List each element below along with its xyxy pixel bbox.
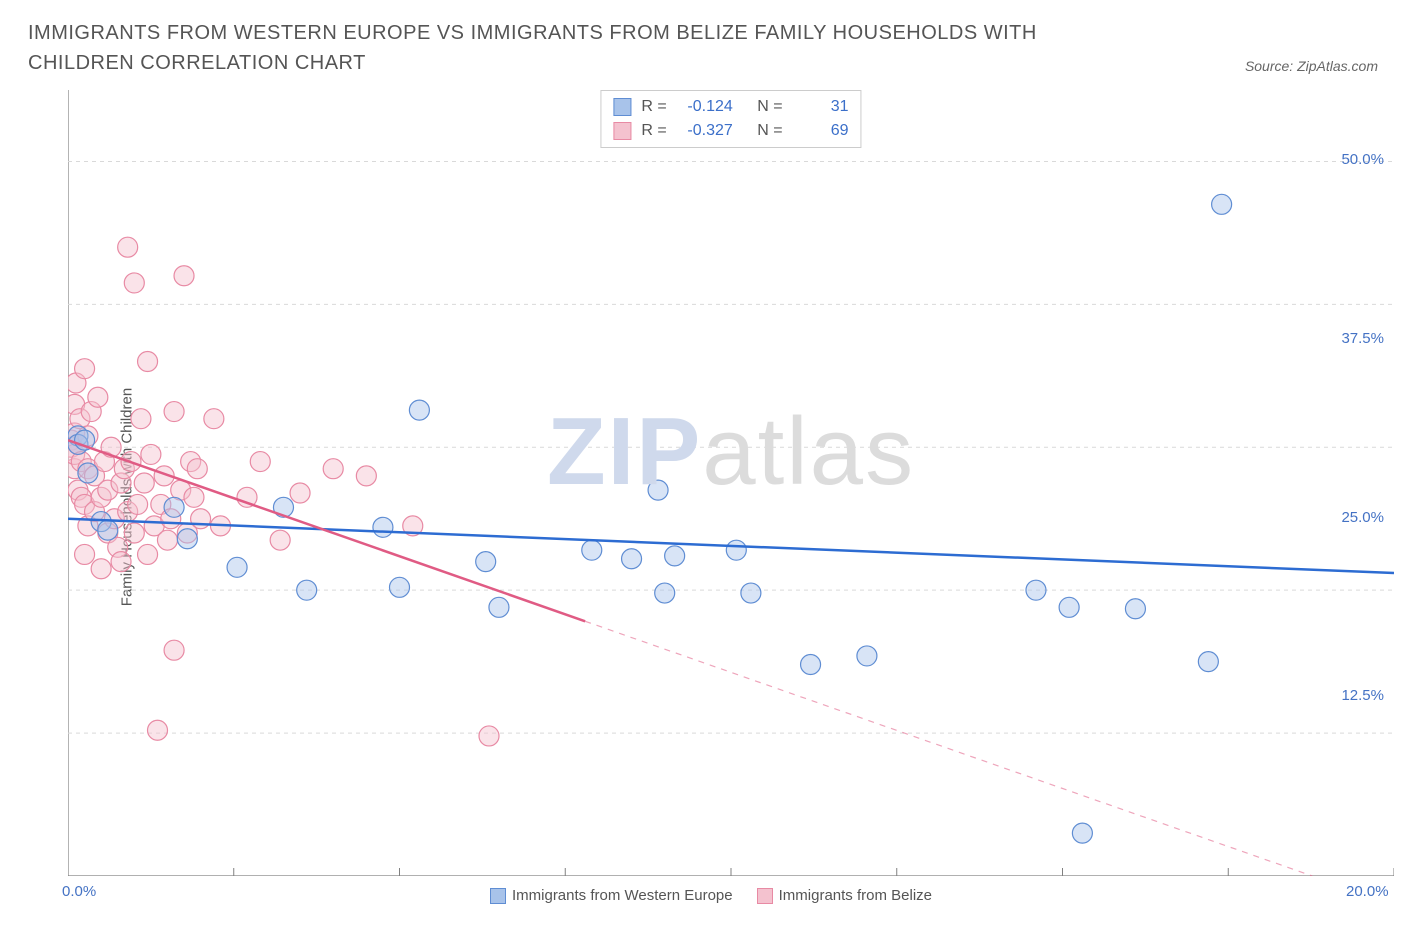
stats-n-value: 31 (793, 95, 849, 119)
stats-r-value: -0.327 (677, 119, 733, 143)
stats-r-value: -0.124 (677, 95, 733, 119)
chart-title: IMMIGRANTS FROM WESTERN EUROPE VS IMMIGR… (28, 18, 1128, 78)
stats-r-label: R = (641, 95, 666, 119)
stats-swatch (613, 122, 631, 140)
stats-row: R = -0.327 N = 69 (613, 119, 848, 143)
legend-item: Immigrants from Western Europe (490, 887, 733, 904)
y-tick-label: 25.0% (1341, 509, 1384, 526)
chart-svg (68, 90, 1394, 876)
legend-swatch (490, 888, 506, 904)
stats-n-label: N = (757, 119, 782, 143)
legend-label: Immigrants from Belize (779, 887, 932, 904)
stats-row: R = -0.124 N = 31 (613, 95, 848, 119)
series-legend: Immigrants from Western Europe Immigrants… (28, 887, 1394, 904)
x-tick-label: 0.0% (62, 883, 96, 900)
x-tick-label: 20.0% (1346, 883, 1389, 900)
plot-area: Family Households with Children ZIPatlas… (28, 90, 1394, 904)
stats-swatch (613, 98, 631, 116)
legend-label: Immigrants from Western Europe (512, 887, 733, 904)
legend-swatch (757, 888, 773, 904)
legend-item: Immigrants from Belize (757, 887, 932, 904)
y-tick-label: 12.5% (1341, 687, 1384, 704)
scatter-plot: ZIPatlas R = -0.124 N = 31 R = -0.327 N … (68, 90, 1394, 876)
stats-n-label: N = (757, 95, 782, 119)
y-tick-label: 50.0% (1341, 151, 1384, 168)
chart-header: IMMIGRANTS FROM WESTERN EUROPE VS IMMIGR… (0, 0, 1406, 78)
chart-source: Source: ZipAtlas.com (1245, 58, 1378, 78)
stats-n-value: 69 (793, 119, 849, 143)
y-tick-label: 37.5% (1341, 330, 1384, 347)
stats-r-label: R = (641, 119, 666, 143)
stats-legend: R = -0.124 N = 31 R = -0.327 N = 69 (600, 90, 861, 148)
